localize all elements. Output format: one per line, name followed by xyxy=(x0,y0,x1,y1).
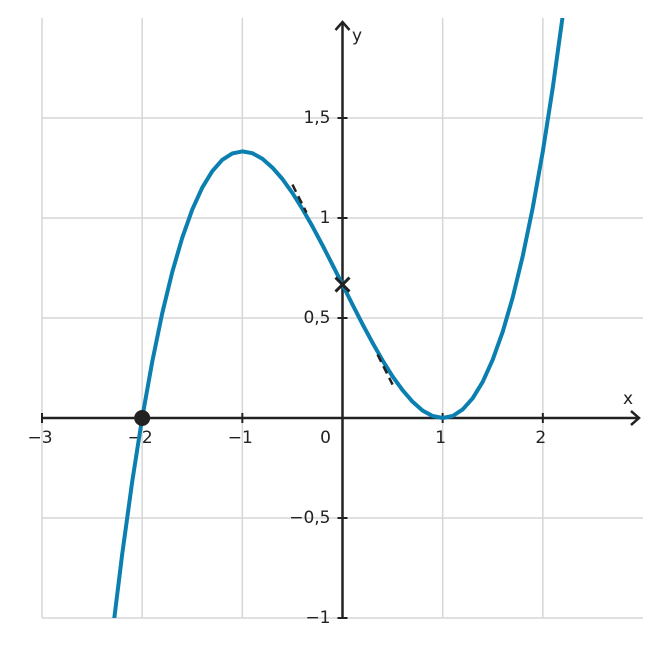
x-axis-arrow xyxy=(630,410,641,426)
y-axis-arrow xyxy=(334,20,351,31)
x-tick-label: 0 xyxy=(320,428,331,448)
y-axis-label: y xyxy=(352,26,362,46)
plot: −3 −2 −1 0 1 2−1−0,50,511,5 xyxy=(27,18,641,628)
x-axis-label: x xyxy=(623,389,633,409)
x-tick-label: 2 xyxy=(535,428,546,448)
tangent-line xyxy=(291,184,394,386)
x-tick-label: 1 xyxy=(435,428,446,448)
point xyxy=(334,276,351,293)
y-tick-label: −1 xyxy=(305,608,330,628)
y-tick-label: −0,5 xyxy=(289,508,330,528)
y-tick-label: 1 xyxy=(320,208,331,228)
y-tick-label: 0,5 xyxy=(303,308,330,328)
point xyxy=(134,410,151,426)
y-tick-label: 1,5 xyxy=(303,108,330,128)
x-tick-label: −3 xyxy=(27,428,52,448)
curve xyxy=(112,18,565,618)
x-tick-label: −1 xyxy=(228,428,253,448)
